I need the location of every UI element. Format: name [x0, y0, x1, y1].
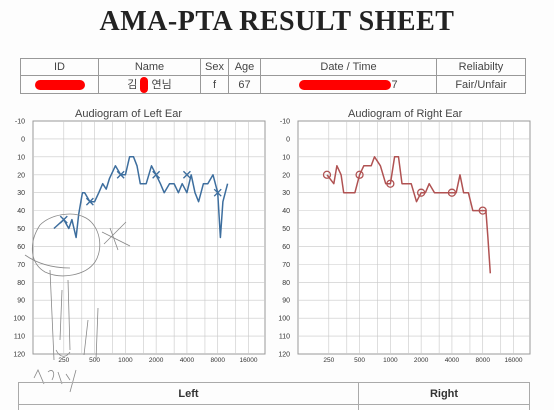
right-y-tick-label: 40 — [282, 208, 290, 215]
left-ear-x-marker — [213, 188, 222, 197]
summary-header-row: Left Right — [18, 382, 530, 405]
left-ear-x-marker — [182, 170, 191, 179]
right-x-tick-label: 16000 — [504, 357, 522, 364]
info-header-row: ID Name Sex Age Date / Time Reliabilty — [20, 58, 526, 76]
right-y-tick-label: 50 — [282, 226, 290, 233]
right-x-tick-label: 500 — [354, 357, 365, 364]
right-ear-o-marker — [416, 188, 426, 197]
scribble-loop — [55, 349, 71, 357]
name-header: Name — [98, 58, 201, 76]
left-plot-frame — [32, 120, 266, 355]
right-audiogram-title: Audiogram of Right Ear — [348, 108, 463, 120]
left-ear-audiogram: -10 0 10 20 30 40 50 60 70 80 90 100 110 120 250 500 100… — [13, 119, 266, 364]
left-x-tick-label: 16000 — [239, 357, 257, 364]
scribble-cross — [101, 221, 131, 251]
left-y-tick-label: 90 — [17, 298, 25, 305]
right-y-tick-label: 60 — [282, 244, 290, 251]
left-column-header: Left — [18, 382, 359, 405]
right-y-tick-label: 110 — [279, 334, 290, 341]
left-y-tick-label: -10 — [15, 119, 25, 126]
right-x-tick-label: 1000 — [383, 357, 398, 364]
right-y-tick-label: 0 — [286, 136, 290, 143]
left-y-tick-label: 20 — [17, 172, 25, 179]
right-ear-o-marker — [322, 170, 332, 179]
right-ear-audiogram: -10 0 10 20 30 40 50 60 70 80 90 100 110 120 250 500 100… — [278, 119, 531, 364]
handwritten-signature — [33, 369, 77, 393]
right-column-header: Right — [358, 382, 530, 405]
name-redaction — [140, 77, 149, 94]
left-y-tick-label: 10 — [17, 154, 25, 161]
reliability-header: Reliabilty — [436, 58, 526, 76]
right-x-tick-label: 2000 — [414, 357, 429, 364]
left-ear-x-marker — [116, 170, 125, 179]
date-tail: 7 — [391, 78, 398, 91]
age-value: 67 — [228, 74, 261, 95]
left-ear-x-marker — [59, 215, 68, 224]
id-redaction — [34, 79, 85, 90]
left-y-tick-label: 70 — [17, 262, 25, 269]
left-x-tick-label: 4000 — [180, 357, 195, 364]
left-x-tick-label: 500 — [89, 357, 100, 364]
results-summary-table: Left Right — [18, 382, 530, 410]
right-y-tick-label: 30 — [282, 190, 290, 197]
right-y-tick-label: 100 — [278, 316, 290, 323]
left-y-tick-label: 60 — [17, 244, 25, 251]
left-audiogram-title: Audiogram of Left Ear — [75, 108, 183, 120]
right-plot-frame — [297, 120, 531, 355]
right-y-tick-label: 80 — [282, 280, 290, 287]
left-y-tick-label: 50 — [17, 226, 25, 233]
right-ear-o-marker — [386, 179, 395, 188]
name-prefix: 김 — [127, 79, 138, 91]
left-y-tick-label: 0 — [21, 136, 25, 143]
left-y-tick-label: 80 — [17, 280, 25, 287]
info-value-row: 김 연님 f 67 7 Fair/Unfair — [20, 74, 526, 95]
left-y-tick-label: 40 — [17, 208, 25, 215]
reliability-value: Fair/Unfair — [436, 74, 526, 95]
date-redaction — [299, 79, 392, 90]
left-y-tick-label: 30 — [17, 190, 25, 197]
scribble-lines — [49, 269, 99, 361]
right-y-tick-label: 120 — [278, 352, 290, 359]
left-ear-x-marker — [152, 170, 161, 179]
right-summary-cell — [358, 404, 530, 410]
left-ear-x-marker — [85, 197, 94, 206]
handwritten-scribble — [24, 213, 131, 393]
scribble-stroke — [24, 254, 71, 269]
left-y-tick-label: 100 — [13, 316, 25, 323]
right-x-tick-label: 250 — [323, 357, 334, 364]
right-y-tick-label: 90 — [282, 298, 290, 305]
right-y-tick-label: 20 — [282, 172, 290, 179]
right-ear-o-marker — [478, 206, 487, 215]
left-y-tick-label: 110 — [14, 334, 25, 341]
left-x-tick-label: 1000 — [118, 357, 133, 364]
right-x-tick-label: 8000 — [475, 357, 490, 364]
left-summary-cell — [18, 404, 359, 410]
summary-sub-row — [18, 404, 530, 410]
patient-info-table: ID Name Sex Age Date / Time Reliabilty 김… — [20, 58, 526, 95]
right-ear-o-marker — [447, 188, 457, 197]
name-suffix: 연님 — [151, 79, 172, 91]
right-x-tick-label: 4000 — [445, 357, 460, 364]
right-y-tick-label: -10 — [280, 119, 290, 126]
right-ear-o-marker — [355, 170, 364, 179]
left-ear-threshold-line — [53, 156, 229, 239]
right-y-tick-label: 10 — [282, 154, 290, 161]
right-ear-threshold-line — [326, 156, 492, 274]
left-x-tick-label: 8000 — [210, 357, 225, 364]
left-y-tick-label: 120 — [13, 352, 25, 359]
page-title: AMA-PTA RESULT SHEET — [99, 6, 455, 37]
right-y-tick-label: 70 — [282, 262, 290, 269]
left-x-tick-label: 250 — [58, 357, 69, 364]
left-x-tick-label: 2000 — [149, 357, 164, 364]
